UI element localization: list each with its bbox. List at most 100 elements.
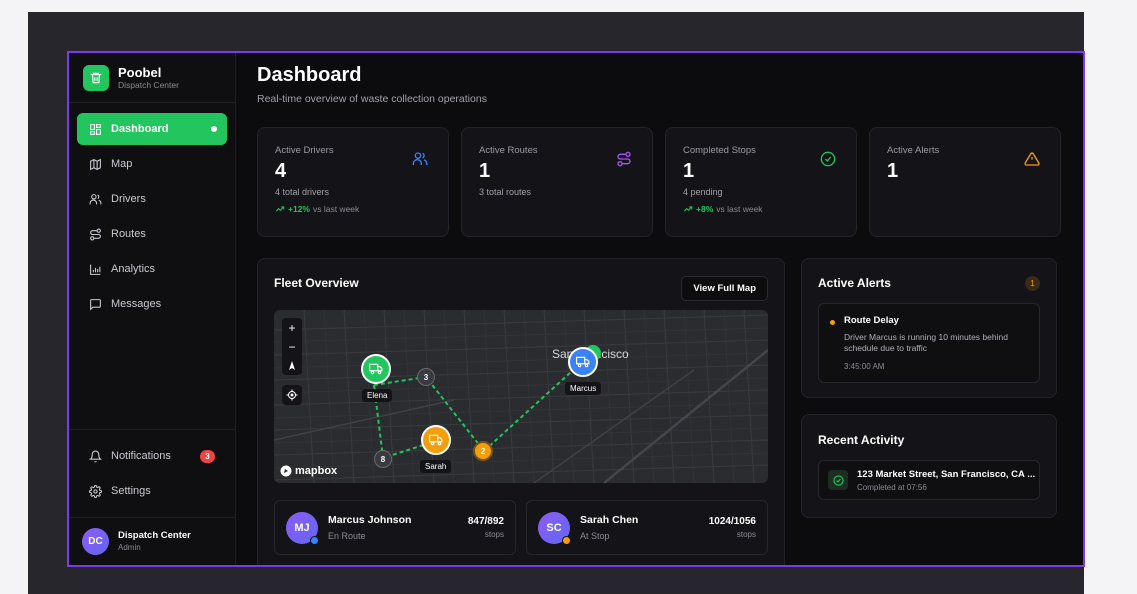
- active-alerts-card: Active Alerts 1 Route Delay Driver Marcu…: [801, 258, 1057, 398]
- brand-name: Poobel: [118, 64, 162, 80]
- fleet-overview-card: Fleet Overview View Full Map: [257, 258, 785, 565]
- main-content: Dashboard Real-time overview of waste co…: [236, 53, 1083, 565]
- alert-message: Driver Marcus is running 10 minutes behi…: [844, 332, 1008, 353]
- stat-label: Active Drivers: [275, 145, 334, 156]
- warning-icon: [1024, 152, 1040, 166]
- check-circle-icon: [820, 151, 836, 167]
- chart-icon: [90, 264, 101, 275]
- stat-card-completed-stops: Completed Stops 1 4 pending +8% vs last …: [665, 127, 857, 237]
- activity-title-text: 123 Market Street, San Francisco, CA ...: [857, 468, 1036, 480]
- trend-note: vs last week: [716, 204, 763, 214]
- fleet-map[interactable]: + − San Francisco 3 2 8: [274, 310, 768, 483]
- stat-value: 4: [275, 160, 287, 182]
- driver-name: Sarah Chen: [580, 514, 639, 526]
- active-indicator: [211, 126, 217, 132]
- stat-trend: +8% vs last week: [683, 204, 839, 214]
- stat-card-active-routes: Active Routes 1 3 total routes: [461, 127, 653, 237]
- locate-button[interactable]: [282, 385, 302, 405]
- alert-item[interactable]: Route Delay Driver Marcus is running 10 …: [818, 303, 1040, 383]
- stat-subtext: 4 pending: [683, 187, 723, 197]
- locate-icon: [286, 389, 298, 401]
- brand[interactable]: Poobel Dispatch Center: [69, 53, 235, 103]
- page-subtitle: Real-time overview of waste collection o…: [257, 93, 487, 105]
- alerts-title: Active Alerts: [818, 276, 891, 290]
- mapbox-attribution[interactable]: mapbox: [280, 465, 337, 477]
- stop-marker-2[interactable]: 2: [473, 441, 493, 461]
- driver-stops: 1024/1056 stops: [709, 516, 756, 539]
- stops-value: 1024/1056: [708, 516, 756, 527]
- route-icon: [90, 228, 101, 240]
- activity-title: Recent Activity: [818, 433, 905, 447]
- nav-label: Settings: [111, 485, 151, 497]
- zoom-out-button[interactable]: −: [288, 339, 296, 354]
- trend-note: vs last week: [312, 204, 360, 214]
- nav-item-dashboard[interactable]: Dashboard: [77, 113, 227, 145]
- nav-item-drivers[interactable]: Drivers: [77, 183, 227, 215]
- stat-value: 1: [479, 160, 491, 182]
- stat-value: 1: [683, 160, 695, 182]
- alert-severity-dot: [830, 320, 835, 325]
- driver-card-sarah[interactable]: SC Sarah Chen At Stop 1024/1056 stops: [526, 500, 768, 555]
- secondary-nav: Notifications 3 Settings: [69, 429, 235, 517]
- compass-icon: [289, 360, 295, 370]
- stat-subtext: 4 total drivers: [275, 187, 330, 197]
- driver-initials: MJ: [294, 521, 310, 534]
- driver-pin-label-marcus: Marcus: [565, 382, 602, 395]
- driver-initials: SC: [546, 521, 562, 534]
- trend-up-icon: [275, 206, 285, 212]
- stops-label: stops: [484, 530, 504, 539]
- nav-item-messages[interactable]: Messages: [77, 288, 227, 320]
- nav-item-map[interactable]: Map: [77, 148, 227, 180]
- trend-value: +12%: [288, 204, 310, 214]
- nav-item-routes[interactable]: Routes: [77, 218, 227, 250]
- driver-pin-sarah[interactable]: [421, 425, 451, 455]
- driver-name: Marcus Johnson: [328, 514, 412, 526]
- driver-pin-elena[interactable]: [361, 354, 391, 384]
- zoom-in-button[interactable]: +: [288, 320, 296, 335]
- driver-pin-marcus[interactable]: [568, 347, 598, 377]
- mapbox-logo-icon: [280, 465, 292, 477]
- notification-count-badge: 3: [200, 449, 215, 463]
- alerts-count-badge: 1: [1025, 276, 1040, 291]
- avatar: DC: [82, 528, 109, 555]
- nav-label: Notifications: [111, 450, 171, 462]
- status-dot: [562, 535, 571, 545]
- activity-item[interactable]: 123 Market Street, San Francisco, CA ...…: [818, 460, 1040, 500]
- nav-label: Routes: [111, 228, 146, 240]
- map-icon: [90, 158, 101, 170]
- stat-value: 1: [887, 160, 899, 182]
- driver-card-marcus[interactable]: MJ Marcus Johnson En Route 847/892 stops: [274, 500, 516, 555]
- gear-icon: [89, 484, 102, 498]
- map-streets: [274, 310, 768, 483]
- stops-label: stops: [736, 530, 756, 539]
- nav-item-analytics[interactable]: Analytics: [77, 253, 227, 285]
- page-title: Dashboard: [257, 64, 362, 86]
- stat-subtext: 3 total routes: [479, 187, 532, 197]
- check-circle-icon: [828, 470, 848, 490]
- view-full-map-button[interactable]: View Full Map: [681, 276, 768, 301]
- nav-label: Dashboard: [111, 123, 169, 135]
- app-frame: Poobel Dispatch Center Dashboard Map Dri…: [67, 51, 1085, 567]
- driver-status: En Route: [328, 531, 366, 541]
- dashboard-icon: [90, 123, 101, 135]
- users-icon: [89, 193, 102, 204]
- stop-marker-8[interactable]: 8: [374, 450, 392, 468]
- nav-label: Map: [111, 158, 133, 170]
- user-profile[interactable]: DC Dispatch Center Admin: [69, 517, 235, 565]
- driver-stops: 847/892 stops: [468, 516, 504, 539]
- nav-item-settings[interactable]: Settings: [77, 475, 227, 507]
- compass-button[interactable]: [282, 356, 302, 375]
- trend-up-icon: [683, 206, 693, 212]
- brand-subtitle: Dispatch Center: [118, 79, 179, 90]
- attribution-text: mapbox: [295, 465, 338, 477]
- driver-cards: MJ Marcus Johnson En Route 847/892 stops: [274, 500, 768, 555]
- stops-value: 847/892: [467, 516, 504, 527]
- fleet-title: Fleet Overview: [274, 276, 359, 290]
- nav-label: Messages: [111, 298, 162, 310]
- stop-marker-3[interactable]: 3: [417, 368, 435, 386]
- activity-time: Completed at 07:56: [857, 482, 927, 492]
- stat-label: Completed Stops: [683, 145, 756, 156]
- nav-item-notifications[interactable]: Notifications 3: [77, 440, 227, 472]
- bell-icon: [89, 450, 102, 462]
- main-nav: Dashboard Map Drivers Routes Analytics: [69, 103, 235, 330]
